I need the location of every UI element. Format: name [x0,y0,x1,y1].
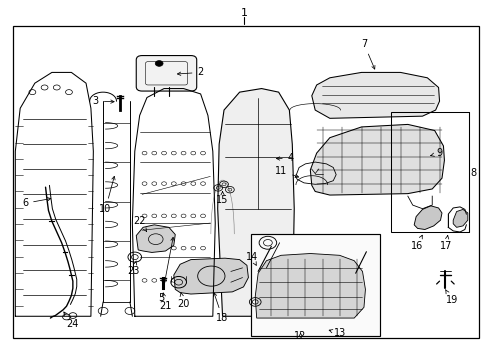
Text: 18: 18 [213,293,228,323]
Text: 16: 16 [409,235,422,251]
Text: 24: 24 [64,312,79,329]
Polygon shape [311,72,439,118]
Bar [13,26,478,338]
Text: 21: 21 [159,293,171,311]
Text: 4: 4 [276,153,293,163]
Text: 15: 15 [216,192,228,205]
Polygon shape [310,125,444,195]
Text: 20: 20 [177,293,189,309]
Text: 1: 1 [241,8,247,18]
Polygon shape [173,258,248,294]
Text: 10: 10 [99,176,115,214]
Text: 3: 3 [93,96,114,106]
Polygon shape [217,89,294,316]
Text: 12: 12 [294,331,306,341]
Text: 9: 9 [430,148,442,158]
Text: 2: 2 [177,67,203,77]
Bar [250,234,379,336]
Text: 13: 13 [328,328,345,338]
Text: 11: 11 [274,166,298,177]
Polygon shape [136,225,175,252]
Text: 14: 14 [245,252,257,265]
Text: 23: 23 [127,261,139,276]
Polygon shape [413,206,441,229]
Text: 22: 22 [133,216,146,231]
Bar [390,112,468,232]
Text: 7: 7 [360,39,374,69]
Text: 17: 17 [439,235,451,251]
Text: 6: 6 [22,198,51,208]
Text: 19: 19 [445,290,457,305]
Polygon shape [452,210,467,227]
FancyBboxPatch shape [136,55,196,91]
Text: 5: 5 [158,237,174,303]
Polygon shape [255,253,365,318]
Circle shape [155,60,163,66]
Text: 8: 8 [469,168,475,178]
